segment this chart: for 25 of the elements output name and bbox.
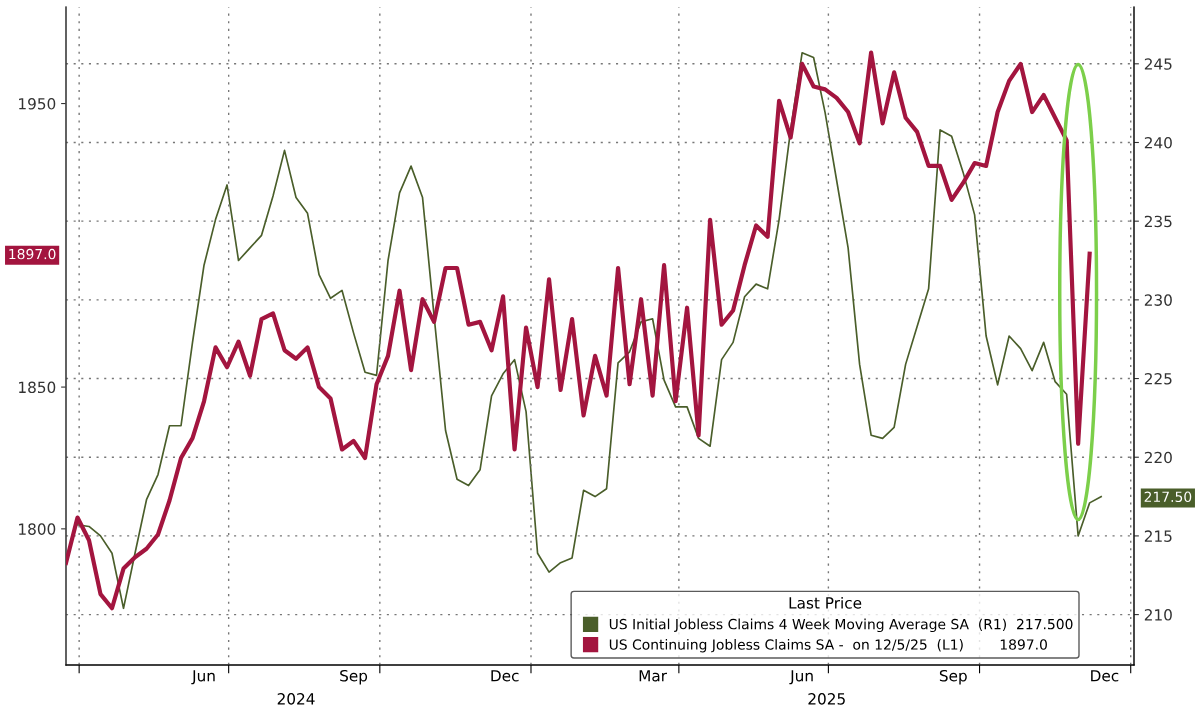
x-tick-label: Dec [491,670,519,682]
y2-tick-label: 217.50 [1144,491,1192,503]
y-tick-label: 1850 [19,381,56,394]
x-tick-label: Jun [789,670,813,685]
x2-tick-label: 2025 [808,693,845,705]
x-tick-label: Jun [191,670,215,685]
y2-tick-label: 220 [1144,451,1172,464]
x2-tick-label: 2024 [277,693,315,705]
y-tick-label: 1897.0 [9,248,56,260]
legend-label: US Continuing Jobless Claims SA - on 12/5/25 (L1) 1897.0 [609,639,1047,653]
y-tick-label: 1950 [19,98,56,110]
x-tick-label: Sep [340,669,368,685]
legend-label: US Initial Jobless Claims 4 Week Moving Average SA (R1) 217.500 [609,618,1073,633]
y2-tick-label: 210 [1144,609,1172,621]
x-tick-label: Mar [639,670,667,682]
y2-tick-label: 225 [1144,373,1172,385]
x-tick-label: Dec [1091,670,1119,682]
y2-tick-label: 215 [1144,530,1172,542]
y2-tick-label: 240 [1144,136,1172,149]
x-tick-label: Sep [939,669,967,685]
y2-tick-label: 245 [1144,58,1172,70]
legend-title: Last Price [789,596,862,609]
y-tick-label: 1800 [19,523,56,535]
y2-tick-label: 235 [1144,215,1172,228]
y2-tick-label: 230 [1144,294,1172,306]
